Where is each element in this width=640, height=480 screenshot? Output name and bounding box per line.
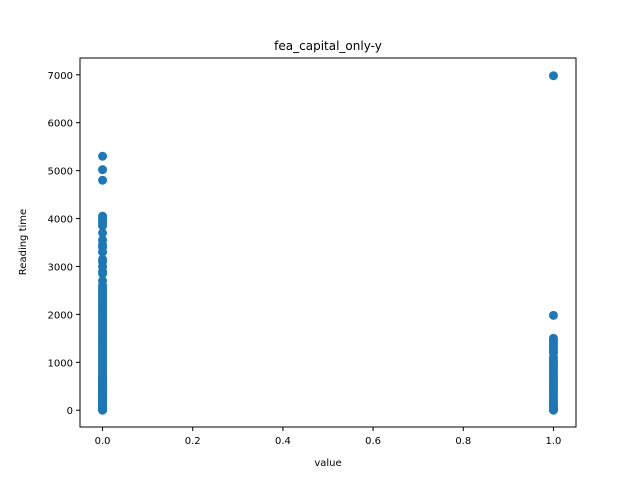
data-point <box>98 372 108 382</box>
y-tick-label: 4000 <box>48 215 73 226</box>
data-point <box>548 310 558 320</box>
x-tick-label: 0.8 <box>455 436 471 447</box>
y-tick-label: 0 <box>67 406 73 417</box>
y-axis-ticks: 0 1000 2000 3000 4000 5000 6000 7000 <box>48 71 80 417</box>
data-point <box>98 165 108 175</box>
y-tick-label: 6000 <box>48 119 73 130</box>
y-tick-label: 2000 <box>48 310 73 321</box>
data-point <box>98 221 108 231</box>
data-point <box>98 247 108 257</box>
x-tick-label: 0.6 <box>365 436 381 447</box>
x-tick-label: 0.4 <box>275 436 291 447</box>
y-tick-label: 7000 <box>48 71 73 82</box>
x-axis-label: value <box>314 458 341 469</box>
y-tick-label: 5000 <box>48 167 73 178</box>
plot-frame <box>79 57 577 428</box>
data-point <box>98 228 108 238</box>
data-point <box>98 175 108 185</box>
y-tick-label: 3000 <box>48 262 73 273</box>
x-tick-label: 0.0 <box>95 436 111 447</box>
x-tick-label: 0.2 <box>185 436 201 447</box>
data-point <box>548 405 558 415</box>
data-point <box>98 151 108 161</box>
data-points <box>98 71 558 415</box>
y-tick-label: 1000 <box>48 358 73 369</box>
y-axis-label: Reading time <box>18 209 29 275</box>
data-point <box>548 71 558 81</box>
chart-title: fea_capital_only-y <box>274 39 382 53</box>
x-tick-label: 1.0 <box>546 436 562 447</box>
x-axis-ticks: 0.0 0.2 0.4 0.6 0.8 1.0 <box>95 427 562 447</box>
data-point <box>98 269 108 279</box>
